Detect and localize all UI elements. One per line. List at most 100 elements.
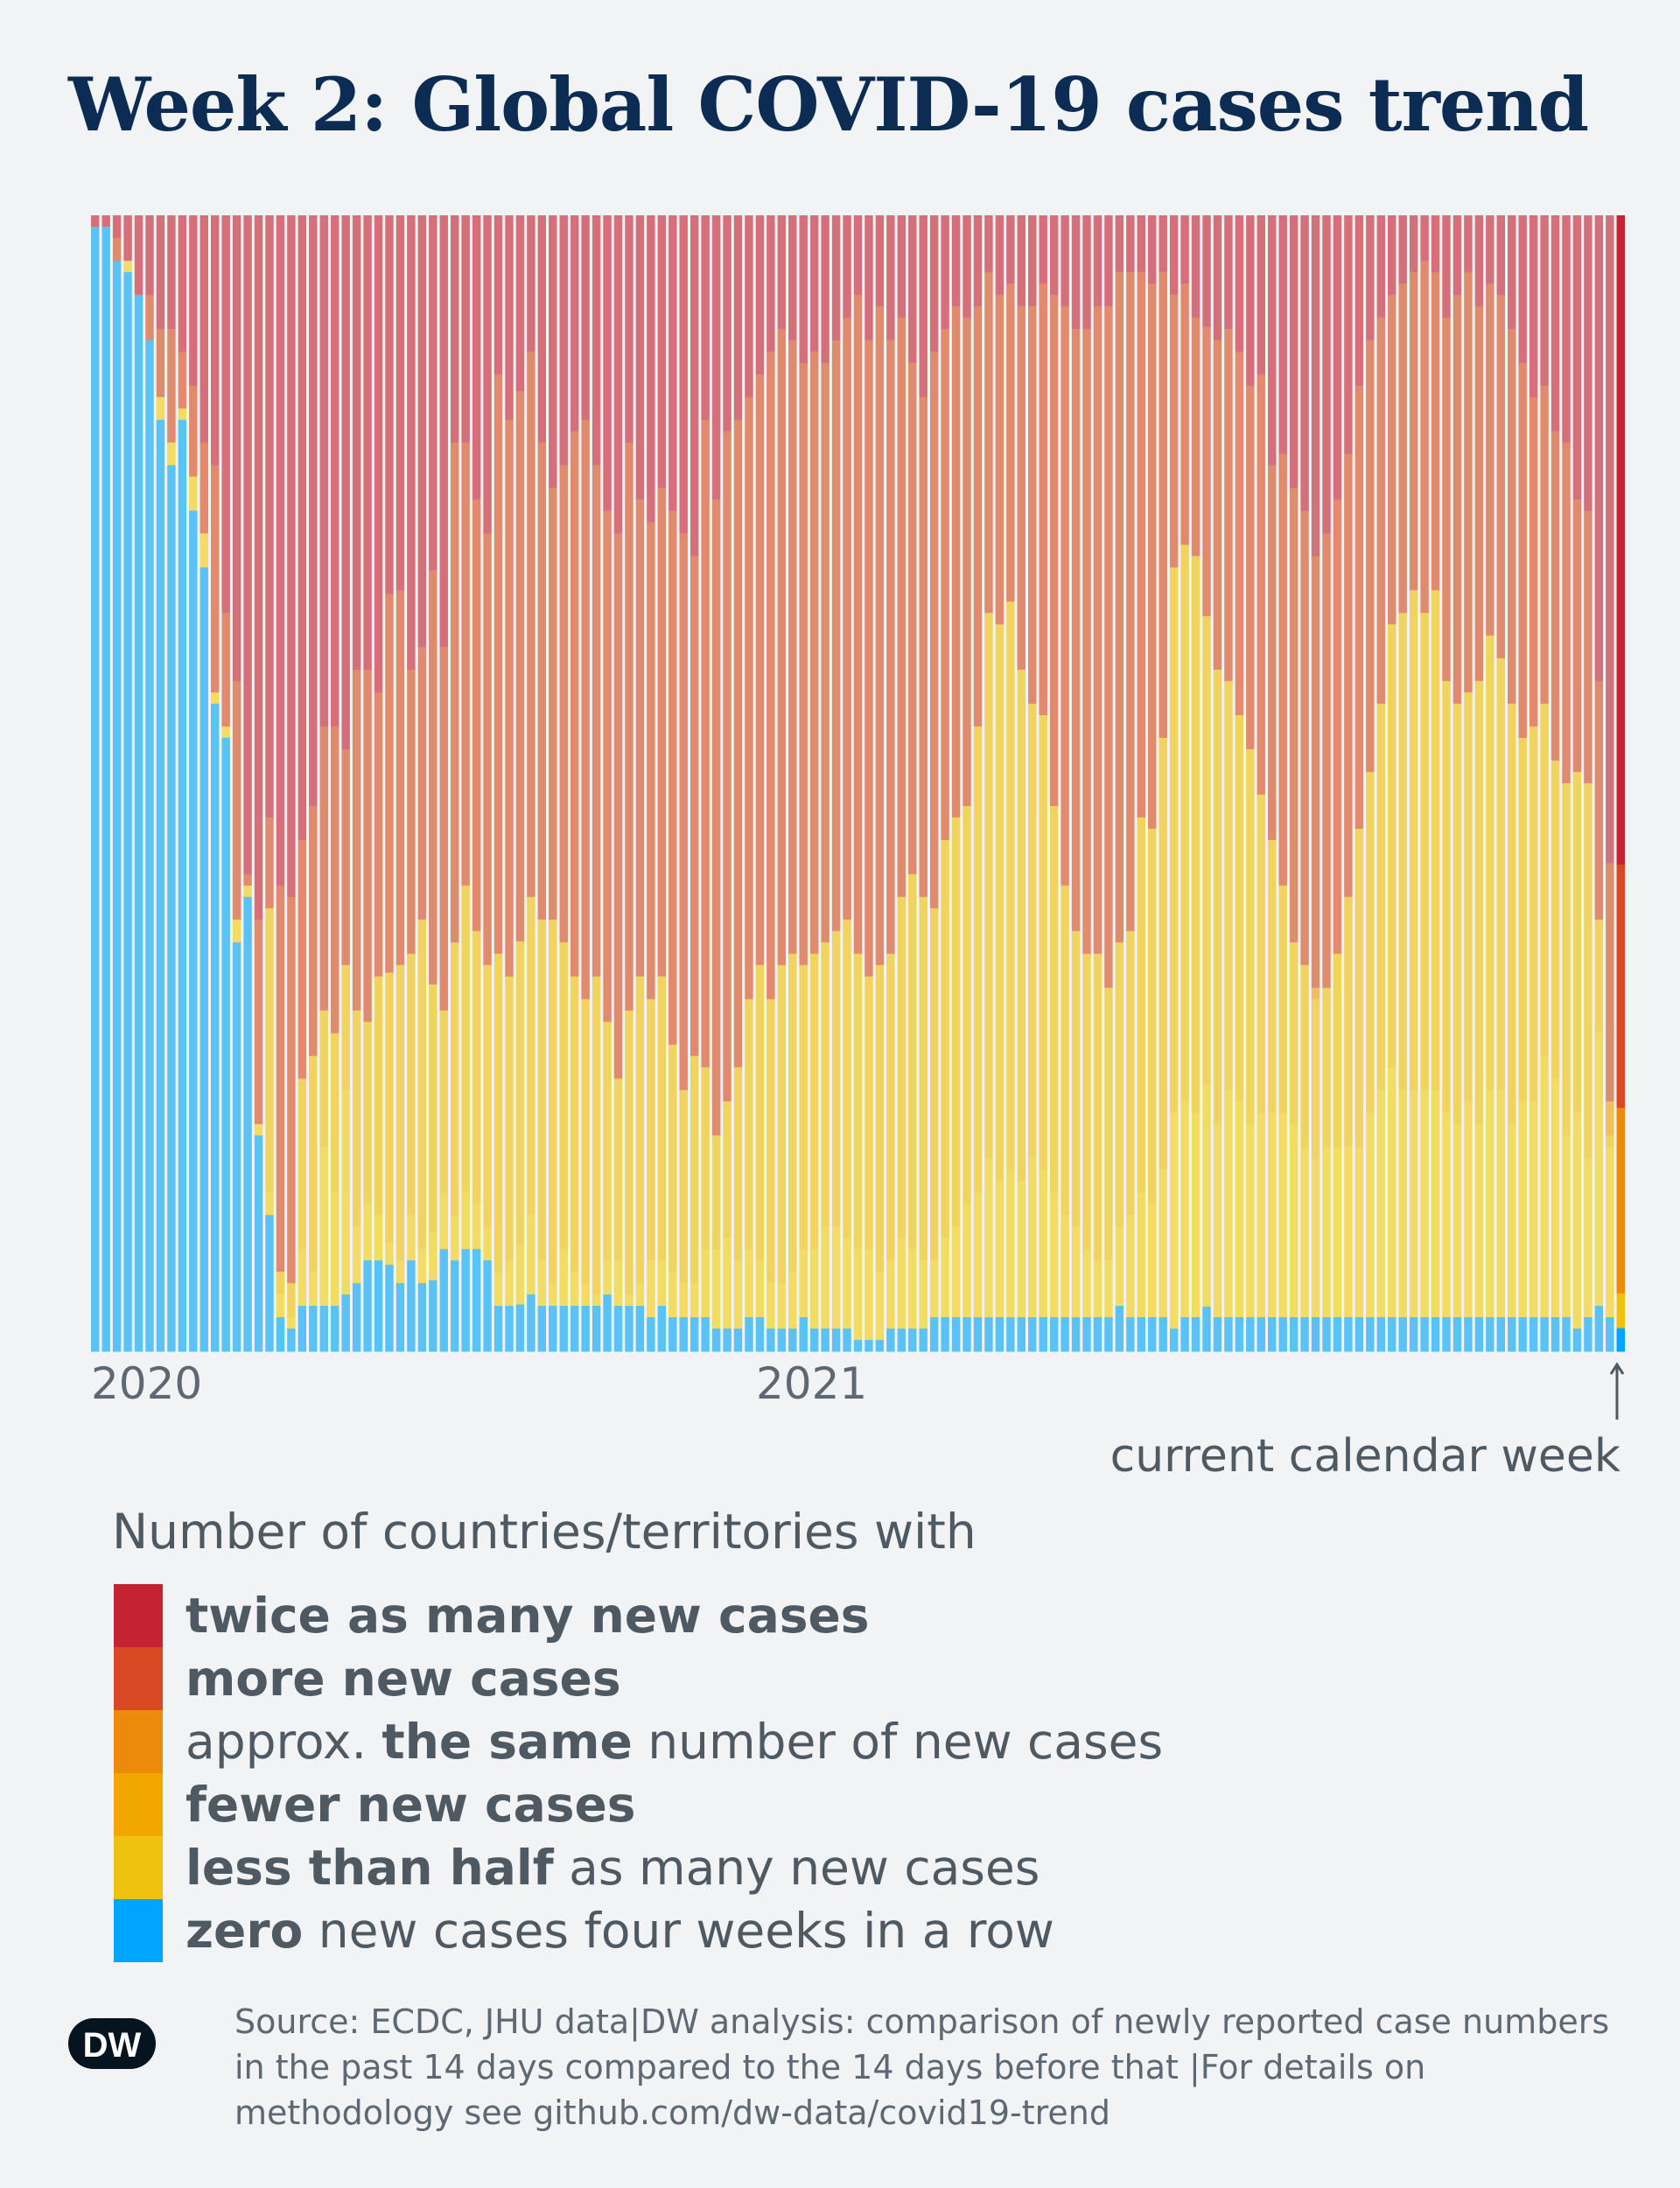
bar-segment-week-136-zero bbox=[1562, 1317, 1571, 1352]
stacked-bar-chart bbox=[91, 215, 1625, 1352]
bar-segment-week-41-twice-as-many-new-cases bbox=[527, 215, 536, 353]
bar-segment-week-20-fewer-new-cases bbox=[298, 1078, 307, 1250]
bar-segment-week-114-twice-as-many-new-cases bbox=[1322, 215, 1331, 534]
bar-segment-week-125-less-than-half bbox=[1442, 1112, 1451, 1318]
bar-segment-week-106-less-than-half bbox=[1235, 1101, 1244, 1318]
bar-segment-week-103-more-new-cases bbox=[1202, 326, 1211, 617]
bar-segment-week-65-more-new-cases bbox=[788, 340, 797, 955]
bar-segment-week-12-more-new-cases bbox=[210, 465, 220, 693]
bar-segment-week-23-fewer-new-cases bbox=[330, 1033, 340, 1193]
bar-segment-week-113-approx-the-same bbox=[1311, 987, 1320, 1000]
bar-segment-week-87-more-new-cases bbox=[1028, 305, 1037, 705]
bar-segment-week-21-fewer-new-cases bbox=[309, 1055, 318, 1273]
bar-segment-week-107-zero bbox=[1246, 1317, 1255, 1352]
bar-segment-week-24-zero bbox=[341, 1294, 350, 1352]
bar-segment-week-67-zero bbox=[809, 1329, 819, 1352]
bar-segment-week-31-more-new-cases bbox=[417, 647, 427, 921]
bar-segment-week-137-zero bbox=[1572, 1329, 1582, 1352]
bar-segment-week-120-twice-as-many-new-cases bbox=[1388, 215, 1396, 296]
bar-segment-week-83-more-new-cases bbox=[984, 271, 993, 614]
bar-segment-week-113-twice-as-many-new-cases bbox=[1311, 215, 1320, 557]
bar-segment-week-41-more-new-cases bbox=[527, 351, 536, 898]
bar-segment-week-80-less-than-half bbox=[951, 1226, 961, 1318]
bar-segment-week-74-more-new-cases bbox=[886, 340, 895, 955]
bar-segment-week-140-zero bbox=[1606, 1317, 1614, 1352]
bar-segment-week-90-zero bbox=[1060, 1317, 1069, 1352]
bar-segment-week-119-zero bbox=[1376, 1317, 1386, 1352]
bar-segment-week-67-twice-as-many-new-cases bbox=[809, 215, 819, 353]
bar-segment-week-138-zero bbox=[1584, 1317, 1592, 1352]
bar-segment-week-109-fewer-new-cases bbox=[1268, 839, 1277, 1113]
bar-segment-week-7-zero bbox=[156, 419, 165, 1352]
legend-item-more: more new cases bbox=[114, 1647, 621, 1710]
bar-segment-week-105-zero bbox=[1224, 1317, 1233, 1352]
bar-segment-week-76-twice-as-many-new-cases bbox=[908, 215, 917, 364]
bar-segment-week-49-less-than-half bbox=[613, 1260, 623, 1307]
bar-segment-week-118-less-than-half bbox=[1366, 1112, 1375, 1318]
bar-segment-week-134-more-new-cases bbox=[1540, 385, 1549, 705]
bar-segment-week-35-zero bbox=[461, 1249, 470, 1352]
bar-segment-week-33-zero bbox=[439, 1249, 448, 1352]
bar-segment-week-62-fewer-new-cases bbox=[755, 964, 765, 1261]
bar-segment-week-34-more-new-cases bbox=[450, 442, 459, 943]
bar-segment-week-90-less-than-half bbox=[1060, 1215, 1069, 1318]
bar-segment-week-71-more-new-cases bbox=[853, 294, 863, 955]
bar-segment-week-3-zero bbox=[112, 260, 122, 1352]
bar-segment-week-7-less-than-half bbox=[156, 396, 165, 421]
bar-segment-week-32-zero bbox=[429, 1280, 438, 1352]
bar-segment-week-120-more-new-cases bbox=[1388, 294, 1396, 625]
bar-segment-week-19-less-than-half bbox=[287, 1317, 296, 1329]
bar-segment-week-97-twice-as-many-new-cases bbox=[1137, 215, 1146, 273]
bar-segment-week-125-twice-as-many-new-cases bbox=[1442, 215, 1451, 319]
bar-segment-week-42-twice-as-many-new-cases bbox=[537, 215, 547, 444]
bar-segment-week-9-more-new-cases bbox=[178, 351, 187, 410]
bar-segment-week-116-twice-as-many-new-cases bbox=[1344, 215, 1353, 455]
bar-segment-week-36-fewer-new-cases bbox=[472, 930, 481, 1204]
bar-segment-week-90-twice-as-many-new-cases bbox=[1060, 215, 1069, 307]
bar-segment-week-48-zero bbox=[603, 1294, 612, 1352]
bar-segment-week-103-less-than-half bbox=[1202, 1083, 1211, 1308]
bar-segment-week-86-more-new-cases bbox=[1017, 305, 1026, 670]
bar-segment-week-99-fewer-new-cases bbox=[1158, 738, 1167, 1170]
bar-segment-week-72-zero bbox=[864, 1340, 873, 1352]
bar-segment-week-110-less-than-half bbox=[1278, 1112, 1287, 1318]
bar-segment-week-119-twice-as-many-new-cases bbox=[1376, 215, 1386, 319]
bar-segment-week-91-more-new-cases bbox=[1071, 328, 1081, 932]
bar-segment-week-110-zero bbox=[1278, 1317, 1287, 1352]
bar-segment-week-71-zero bbox=[853, 1340, 863, 1352]
bar-segment-week-56-more-new-cases bbox=[690, 556, 699, 1057]
bar-segment-week-46-zero bbox=[581, 1306, 590, 1352]
bar-segment-week-52-less-than-half bbox=[647, 1260, 655, 1318]
bar-segment-week-16-zero bbox=[254, 1135, 263, 1352]
bar-segment-week-78-less-than-half bbox=[929, 1260, 939, 1318]
bar-segment-week-125-zero bbox=[1442, 1317, 1451, 1352]
bar-segment-week-53-twice-as-many-new-cases bbox=[657, 215, 667, 489]
bar-segment-week-27-zero bbox=[374, 1260, 383, 1352]
bar-segment-week-127-less-than-half bbox=[1464, 1101, 1473, 1318]
bar-segment-week-40-less-than-half bbox=[515, 1245, 525, 1305]
bar-segment-week-52-fewer-new-cases bbox=[647, 999, 655, 1261]
bar-segment-week-2-twice-as-many-new-cases bbox=[102, 215, 110, 228]
bar-segment-week-82-zero bbox=[973, 1317, 983, 1352]
bar-segment-week-108-twice-as-many-new-cases bbox=[1256, 215, 1266, 375]
bar-segment-week-38-zero bbox=[494, 1306, 503, 1352]
bar-segment-week-98-less-than-half bbox=[1148, 1203, 1157, 1318]
bar-segment-week-64-less-than-half bbox=[777, 1283, 787, 1329]
bar-segment-week-85-fewer-new-cases bbox=[1006, 601, 1015, 1170]
bar-segment-week-119-less-than-half bbox=[1376, 1090, 1386, 1318]
bar-segment-week-68-less-than-half bbox=[821, 1226, 830, 1329]
bar-segment-week-15-more-new-cases bbox=[243, 873, 252, 887]
bar-segment-week-115-zero bbox=[1333, 1317, 1342, 1352]
bar-segment-week-117-less-than-half bbox=[1354, 1147, 1364, 1318]
bar-segment-week-25-fewer-new-cases bbox=[352, 1010, 361, 1227]
bar-segment-week-28-twice-as-many-new-cases bbox=[385, 215, 394, 595]
bar-segment-week-29-more-new-cases bbox=[396, 590, 405, 966]
bar-segment-week-131-zero bbox=[1508, 1317, 1516, 1352]
bar-segment-week-84-zero bbox=[995, 1317, 1004, 1352]
bar-segment-week-12-twice-as-many-new-cases bbox=[210, 215, 220, 466]
bar-segment-week-71-less-than-half bbox=[853, 1249, 863, 1341]
bar-segment-week-34-zero bbox=[450, 1260, 459, 1352]
bar-segment-week-26-zero bbox=[363, 1260, 372, 1352]
bar-segment-week-9-zero bbox=[178, 419, 187, 1352]
bar-segment-week-135-fewer-new-cases bbox=[1550, 761, 1560, 1079]
